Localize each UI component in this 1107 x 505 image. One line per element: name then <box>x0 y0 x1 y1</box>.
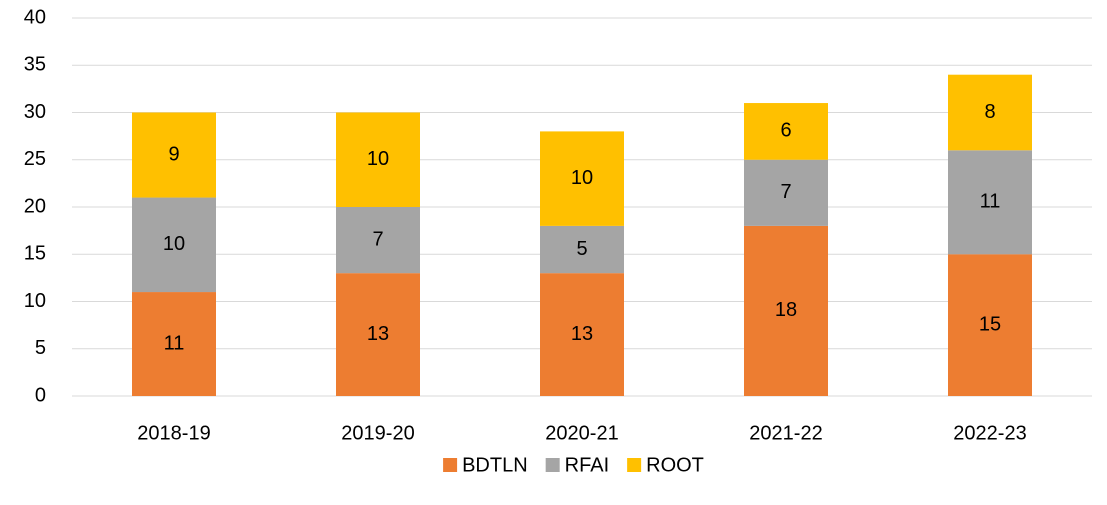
bar-segment <box>336 207 420 274</box>
data-label: 11 <box>164 332 185 354</box>
y-tick-label: 5 <box>35 337 46 359</box>
y-tick-label: 35 <box>24 54 46 76</box>
data-label: 10 <box>571 167 593 189</box>
y-tick-label: 40 <box>24 6 46 28</box>
y-tick-label: 0 <box>35 384 46 406</box>
legend-swatch <box>443 458 458 472</box>
bar-segment <box>948 74 1032 151</box>
data-label: 18 <box>775 299 797 321</box>
data-label: 10 <box>163 233 185 255</box>
y-tick-label: 25 <box>24 148 46 170</box>
y-tick-label: 20 <box>24 195 46 217</box>
bar-segment <box>948 254 1032 396</box>
bar-segment <box>744 225 828 396</box>
legend-swatch <box>627 458 642 472</box>
data-label: 7 <box>780 181 791 203</box>
data-label: 10 <box>367 148 389 170</box>
data-label: 9 <box>168 143 179 165</box>
legend-label: ROOT <box>646 454 704 476</box>
data-label: 7 <box>372 228 383 250</box>
legend-label: RFAI <box>565 454 609 476</box>
data-label: 6 <box>780 120 791 142</box>
bar-segment <box>540 225 624 274</box>
data-label: 5 <box>576 238 587 260</box>
x-tick-label: 2021-22 <box>749 422 822 444</box>
bar-segment <box>540 131 624 226</box>
x-tick-label: 2019-20 <box>341 422 414 444</box>
bar-segment <box>744 159 828 226</box>
x-tick-label: 2020-21 <box>545 422 618 444</box>
bar-segment <box>132 292 216 396</box>
bar-segment <box>336 112 420 207</box>
x-tick-label: 2018-19 <box>137 422 210 444</box>
bar-segment <box>744 103 828 160</box>
bar-segment <box>132 112 216 198</box>
data-label: 15 <box>979 313 1001 335</box>
legend-swatch <box>545 458 560 472</box>
y-tick-label: 15 <box>24 243 46 265</box>
bar-segment <box>336 273 420 396</box>
data-label: 13 <box>367 323 389 345</box>
bar-segment <box>540 273 624 396</box>
data-label: 13 <box>571 323 593 345</box>
x-tick-label: 2022-23 <box>953 422 1026 444</box>
data-label: 8 <box>984 101 995 123</box>
bar-segment <box>132 197 216 293</box>
bar-segment <box>948 150 1032 255</box>
y-tick-label: 30 <box>24 101 46 123</box>
legend-label: BDTLN <box>462 454 528 476</box>
y-tick-label: 10 <box>24 290 46 312</box>
data-label: 11 <box>980 191 1001 213</box>
